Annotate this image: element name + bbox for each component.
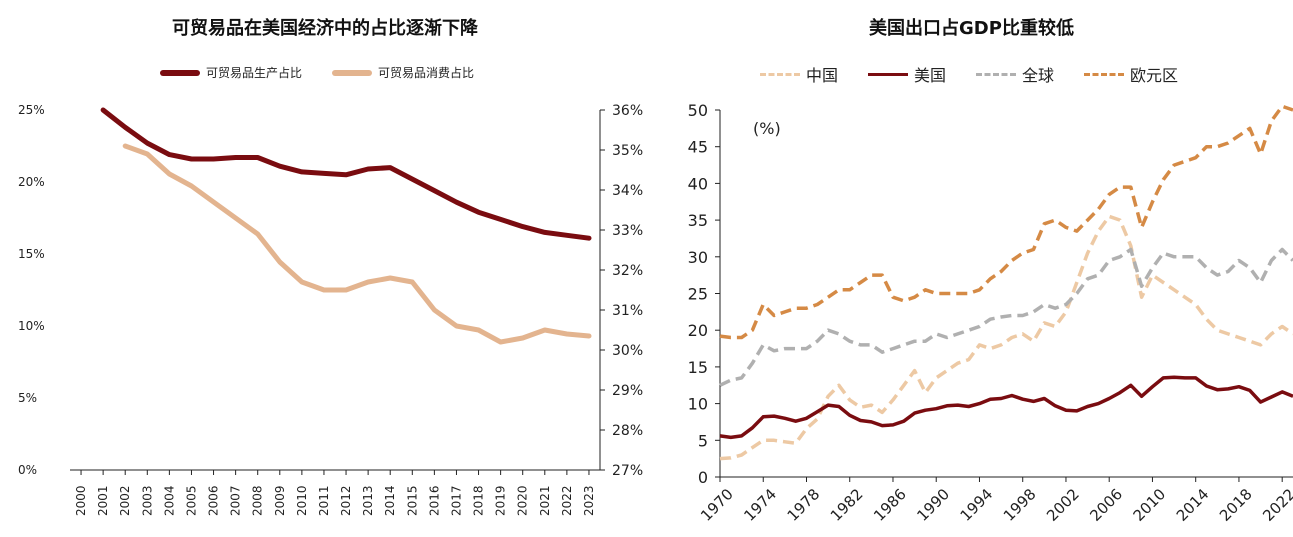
- x-tick-label: 2014: [1173, 485, 1213, 525]
- legend-swatch-usa: [868, 72, 909, 76]
- x-tick-label: 2002: [118, 485, 132, 516]
- x-tick-label: 2016: [427, 485, 441, 516]
- x-tick-label: 2002: [1043, 485, 1083, 525]
- left-y-tick-label: 20%: [18, 175, 45, 189]
- x-tick-label: 1986: [870, 485, 910, 525]
- left-chart-plot: 0% 5% 10% 15% 20% 25% 27% 28% 29% 30% 31% 32% 33% 34%…: [18, 103, 643, 516]
- right-y-tick-label: 34%: [612, 183, 643, 199]
- x-tick-label: 2012: [339, 485, 353, 516]
- x-tick-label: 2019: [494, 485, 508, 516]
- y-tick-label: 50: [688, 101, 708, 120]
- legend-swatch-eurozone: [1084, 72, 1125, 76]
- y-unit-label: (%): [753, 119, 781, 138]
- usa-export-line: [719, 375, 1293, 440]
- legend-label-consumption: 可贸易品消费占比: [378, 66, 475, 80]
- world-export-line: [719, 247, 1293, 387]
- left-y-tick-label: 0%: [18, 463, 37, 477]
- legend-item-production: 可贸易品生产占比: [160, 64, 302, 81]
- y-tick-label: 15: [688, 358, 708, 377]
- x-tick-label: 1994: [957, 485, 997, 525]
- left-y-tick-label: 15%: [18, 247, 45, 261]
- x-tick-label: 2023: [582, 485, 596, 516]
- right-y-tick-label: 36%: [612, 103, 643, 119]
- legend-item-china: 中国: [760, 62, 838, 86]
- x-tick-label: 2014: [383, 485, 397, 516]
- y-tick-label: 20: [688, 321, 708, 340]
- y-tick-label: 40: [688, 174, 708, 193]
- china-export-line: [719, 214, 1293, 461]
- y-tick-label: 10: [688, 395, 708, 414]
- x-tick-label: 1990: [913, 485, 953, 525]
- legend-swatch-world: [976, 72, 1017, 76]
- right-y-tick-label: 33%: [612, 223, 643, 239]
- x-tick-label: 2006: [1086, 485, 1126, 525]
- legend-swatch-china: [760, 72, 800, 76]
- x-tick-label: 2013: [361, 485, 375, 516]
- right-y-tick-label: 27%: [612, 463, 643, 479]
- y-tick-label: 30: [688, 248, 708, 267]
- x-tick-label: 2001: [96, 485, 110, 516]
- left-y-tick-label: 5%: [18, 391, 37, 405]
- right-y-tick-label: 31%: [612, 303, 643, 319]
- x-tick-label: 2018: [1216, 485, 1256, 525]
- left-chart-legend: 可贸易品生产占比 可贸易品消费占比: [160, 64, 504, 81]
- y-tick-label: 25: [688, 285, 708, 304]
- x-tick-label: 1978: [784, 485, 824, 525]
- right-y-tick-label: 30%: [612, 343, 643, 359]
- right-chart-legend: 中国 美国 全球 欧元区: [760, 62, 1208, 86]
- x-tick-label: 1970: [697, 485, 737, 525]
- legend-swatch-consumption: [332, 69, 373, 76]
- x-tick-label: 2017: [449, 485, 463, 516]
- y-tick-label: 45: [688, 138, 708, 157]
- legend-item-eurozone: 欧元区: [1084, 62, 1178, 86]
- x-tick-label: 2010: [295, 485, 309, 516]
- x-tick-label: 2008: [251, 485, 265, 516]
- y-tick-label: 0: [698, 468, 708, 487]
- right-chart-title: 美国出口占GDP比重较低: [869, 18, 1074, 39]
- x-tick-label: 2015: [405, 485, 419, 516]
- y-tick-label: 5: [698, 431, 708, 450]
- right-y-tick-label: 28%: [612, 423, 643, 439]
- left-y-tick-label: 10%: [18, 319, 45, 333]
- legend-label-usa: 美国: [914, 66, 947, 85]
- legend-item-consumption: 可贸易品消费占比: [332, 64, 474, 81]
- legend-item-world: 全球: [976, 62, 1054, 86]
- legend-swatch-production: [160, 69, 200, 76]
- y-tick-label: 35: [688, 211, 708, 230]
- left-y-tick-label: 25%: [18, 103, 45, 117]
- x-tick-label: 2021: [538, 485, 552, 516]
- x-tick-label: 1982: [827, 485, 867, 525]
- legend-label-china: 中国: [806, 66, 839, 85]
- right-y-tick-label: 29%: [612, 383, 643, 399]
- x-tick-label: 2005: [184, 485, 198, 516]
- legend-label-production: 可贸易品生产占比: [206, 66, 303, 80]
- legend-label-world: 全球: [1022, 66, 1055, 85]
- x-tick-label: 2006: [207, 485, 221, 516]
- x-tick-label: 2004: [162, 485, 176, 516]
- x-tick-label: 2022: [560, 485, 574, 516]
- left-chart-title: 可贸易品在美国经济中的占比逐渐下降: [172, 18, 478, 39]
- legend-label-eurozone: 欧元区: [1130, 66, 1179, 85]
- production-share-line: [100, 107, 592, 241]
- x-tick-label: 2022: [1259, 485, 1293, 525]
- x-tick-label: 2009: [273, 485, 287, 516]
- x-tick-label: 2003: [140, 485, 154, 516]
- x-tick-label: 1974: [740, 485, 780, 525]
- x-tick-label: 2007: [229, 485, 243, 516]
- legend-item-usa: 美国: [868, 62, 946, 86]
- x-tick-label: 2020: [516, 485, 530, 516]
- x-tick-label: 2010: [1130, 485, 1170, 525]
- x-tick-label: 2011: [317, 485, 331, 516]
- right-y-tick-label: 35%: [612, 143, 643, 159]
- x-tick-label: 2018: [472, 485, 486, 516]
- x-tick-label: 1998: [1000, 485, 1040, 525]
- right-chart-panel: 美国出口占GDP比重较低 中国 美国 全球 欧元区 0 5 10 15 20 25 30 35…: [650, 0, 1293, 537]
- right-y-tick-label: 32%: [612, 263, 643, 279]
- left-chart-panel: 可贸易品在美国经济中的占比逐渐下降 可贸易品生产占比 可贸易品消费占比 0% 5%…: [18, 18, 643, 516]
- x-tick-label: 2000: [74, 485, 88, 516]
- consumption-share-line: [122, 143, 592, 345]
- eurozone-export-line: [719, 104, 1293, 340]
